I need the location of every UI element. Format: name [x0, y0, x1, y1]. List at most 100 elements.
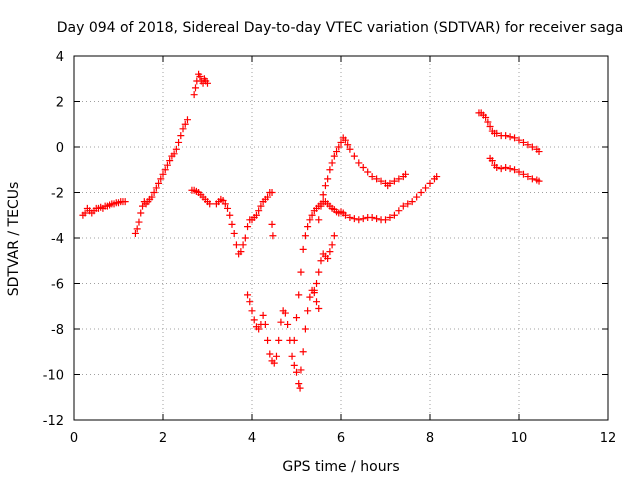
- data-point: [139, 202, 147, 210]
- data-point: [404, 200, 412, 208]
- data-point: [519, 170, 527, 178]
- data-point: [301, 232, 309, 240]
- data-point: [386, 179, 394, 187]
- x-axis-label: GPS time / hours: [282, 459, 399, 475]
- data-point: [486, 123, 494, 131]
- data-point: [304, 307, 312, 315]
- data-point: [152, 184, 160, 192]
- data-point: [373, 215, 381, 223]
- data-point: [488, 157, 496, 165]
- data-point: [321, 182, 329, 190]
- data-point: [497, 165, 505, 173]
- data-point: [257, 202, 265, 210]
- y-tick-label: -8: [51, 323, 64, 338]
- data-point: [330, 152, 338, 160]
- data-point: [330, 232, 338, 240]
- data-point: [232, 241, 240, 249]
- data-point: [288, 352, 296, 360]
- data-point: [179, 125, 187, 133]
- data-point: [155, 179, 163, 187]
- data-point: [313, 280, 321, 287]
- data-point: [252, 211, 260, 219]
- y-tick-label: -6: [51, 278, 64, 293]
- data-point: [390, 177, 398, 185]
- data-point: [355, 159, 363, 167]
- data-point: [131, 229, 139, 237]
- data-point: [290, 361, 298, 369]
- data-point: [296, 384, 304, 392]
- data-point: [121, 198, 129, 206]
- data-point: [259, 311, 267, 319]
- x-tick-label: 8: [426, 431, 434, 446]
- data-point: [306, 216, 314, 224]
- data-point: [317, 257, 325, 265]
- axis-ticks: 0 2 4 6 8 10 12 4 2 0 -2 -4 -6 -8 -10 -12: [43, 50, 617, 446]
- data-point: [230, 229, 238, 237]
- data-point: [221, 200, 229, 208]
- data-point: [350, 152, 358, 160]
- grid-lines: [74, 56, 608, 420]
- data-point: [133, 225, 141, 233]
- data-point: [315, 216, 323, 224]
- data-point: [175, 138, 183, 146]
- data-point: [297, 366, 305, 374]
- data-point: [328, 241, 336, 249]
- data-point: [395, 207, 403, 215]
- data-point: [373, 175, 381, 183]
- chart-title: Day 094 of 2018, Sidereal Day-to-day VTE…: [57, 20, 624, 36]
- data-point: [293, 314, 300, 322]
- data-point: [183, 116, 191, 124]
- data-point: [241, 234, 249, 242]
- data-point: [290, 336, 298, 344]
- data-point: [515, 168, 523, 176]
- data-point: [204, 79, 211, 87]
- data-point: [519, 138, 527, 146]
- data-point: [177, 132, 185, 140]
- data-point: [528, 143, 536, 151]
- data-point: [163, 161, 171, 169]
- data-point: [364, 168, 372, 176]
- data-point: [326, 166, 334, 174]
- x-tick-label: 0: [70, 431, 78, 446]
- data-point: [515, 136, 523, 144]
- data-point: [368, 173, 376, 181]
- data-point: [301, 325, 309, 333]
- data-point: [382, 216, 389, 224]
- y-tick-label: -12: [43, 414, 64, 429]
- data-point: [502, 163, 510, 171]
- data-point: [295, 291, 303, 299]
- data-point: [344, 141, 352, 149]
- data-point: [268, 189, 276, 196]
- data-point: [250, 316, 258, 324]
- data-point: [484, 118, 492, 126]
- data-point: [284, 320, 292, 328]
- data-point: [313, 298, 321, 306]
- data-point: [281, 309, 289, 317]
- data-point: [482, 113, 490, 121]
- data-point: [255, 325, 263, 333]
- data-point: [535, 177, 543, 185]
- data-point: [315, 305, 323, 313]
- data-point: [269, 232, 277, 240]
- data-point: [181, 120, 189, 128]
- data-point: [191, 84, 199, 92]
- data-point: [433, 173, 441, 181]
- data-point: [324, 254, 332, 262]
- data-point: [310, 286, 318, 294]
- data-point: [244, 223, 252, 231]
- data-point: [413, 193, 421, 201]
- data-point: [346, 214, 354, 222]
- data-point: [261, 320, 269, 328]
- data-point: [422, 184, 430, 192]
- data-point: [506, 133, 514, 141]
- data-point: [190, 91, 198, 99]
- x-tick-label: 12: [600, 431, 617, 446]
- data-point: [206, 200, 214, 208]
- data-point: [506, 165, 514, 173]
- data-point: [493, 163, 501, 171]
- data-point: [319, 191, 327, 199]
- data-point: [81, 209, 89, 217]
- data-point: [368, 214, 376, 222]
- data-point: [161, 166, 169, 174]
